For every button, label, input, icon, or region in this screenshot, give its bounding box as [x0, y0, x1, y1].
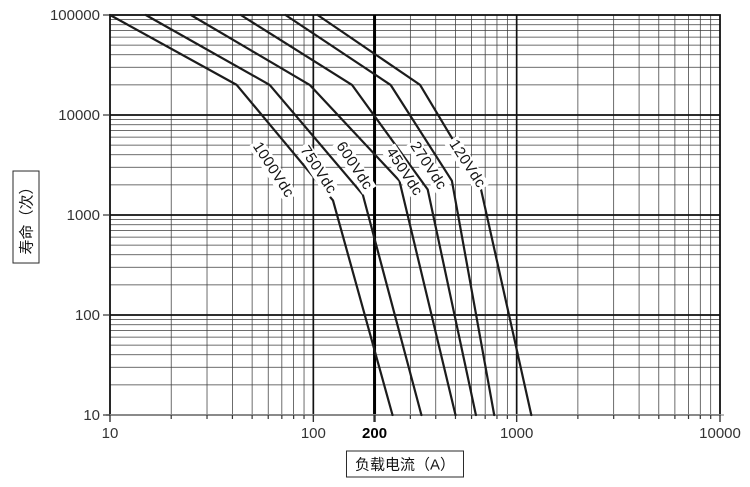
curve-120vdc — [316, 13, 533, 417]
curve-270vdc — [284, 13, 496, 417]
x-axis-title-text: 负载电流（A） — [354, 456, 456, 474]
y-tick-label: 10000 — [58, 107, 100, 124]
x-tick-label: 1000 — [500, 425, 533, 442]
x-axis-title: 负载电流（A） — [345, 450, 465, 478]
x-tick-label: 100 — [301, 425, 326, 442]
curve-600vdc — [189, 13, 457, 417]
x-tick-labels: 10 100 200 1000 10000 — [102, 425, 741, 442]
y-axis-title-text: 寿命（次） — [18, 179, 36, 255]
curve-1000vdc — [108, 13, 394, 417]
y-tick-label: 1000 — [67, 207, 100, 224]
y-tick-label: 10 — [83, 407, 100, 424]
curve-450vdc — [239, 13, 477, 417]
x-tick-label: 10 — [102, 425, 119, 442]
grid-major — [110, 15, 720, 415]
curves — [108, 13, 533, 417]
y-tick-label: 100000 — [50, 7, 100, 24]
tick-marks — [103, 14, 721, 422]
y-tick-labels: 10 100 1000 10000 100000 — [50, 7, 100, 424]
curve-750vdc — [144, 13, 423, 417]
y-axis-title: 寿命（次） — [12, 170, 40, 264]
x-tick-label: 10000 — [699, 425, 741, 442]
y-tick-label: 100 — [75, 307, 100, 324]
x-tick-label: 200 — [362, 425, 387, 442]
